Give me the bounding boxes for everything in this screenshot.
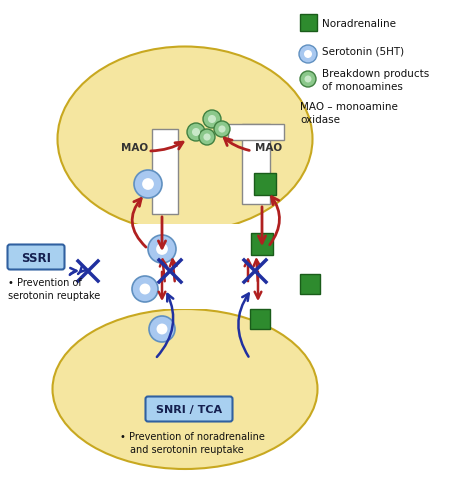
Text: SSRI: SSRI <box>21 251 51 264</box>
Circle shape <box>203 111 221 129</box>
Circle shape <box>187 124 205 142</box>
Text: Noradrenaline: Noradrenaline <box>322 19 396 29</box>
Text: of monoamines: of monoamines <box>322 82 403 92</box>
Circle shape <box>139 284 150 295</box>
FancyArrowPatch shape <box>70 269 76 275</box>
FancyBboxPatch shape <box>146 397 233 422</box>
Bar <box>55 225 335 240</box>
Bar <box>250 309 270 329</box>
Bar <box>55 229 335 309</box>
Bar <box>251 233 273 256</box>
Circle shape <box>299 46 317 64</box>
Ellipse shape <box>57 47 312 232</box>
Circle shape <box>304 76 311 83</box>
Text: serotonin reuptake: serotonin reuptake <box>8 290 100 301</box>
Circle shape <box>199 130 215 146</box>
Ellipse shape <box>53 309 318 469</box>
Text: and serotonin reuptake: and serotonin reuptake <box>130 444 244 454</box>
Circle shape <box>148 236 176 263</box>
Text: oxidase: oxidase <box>300 115 340 125</box>
Text: Breakdown products: Breakdown products <box>322 69 429 79</box>
FancyArrowPatch shape <box>157 294 173 357</box>
Text: • Prevention of: • Prevention of <box>8 277 82 287</box>
Bar <box>152 130 178 214</box>
Circle shape <box>142 179 154 191</box>
Text: • Prevention of noradrenaline: • Prevention of noradrenaline <box>120 431 265 441</box>
Bar <box>300 274 320 294</box>
Text: MAO: MAO <box>121 143 148 152</box>
FancyBboxPatch shape <box>8 245 64 270</box>
Circle shape <box>300 72 316 88</box>
FancyArrowPatch shape <box>78 266 86 274</box>
Circle shape <box>203 134 210 141</box>
Circle shape <box>214 122 230 138</box>
Bar <box>228 125 284 141</box>
FancyArrowPatch shape <box>238 294 249 357</box>
FancyArrowPatch shape <box>132 199 146 248</box>
Text: SNRI / TCA: SNRI / TCA <box>156 404 222 414</box>
Bar <box>242 125 270 205</box>
Text: MAO: MAO <box>255 143 282 152</box>
Bar <box>254 174 276 196</box>
Circle shape <box>156 243 168 256</box>
Bar <box>300 15 317 32</box>
Circle shape <box>156 324 167 335</box>
Circle shape <box>304 51 312 59</box>
Text: Serotonin (5HT): Serotonin (5HT) <box>322 46 404 56</box>
FancyArrowPatch shape <box>270 197 280 245</box>
Text: MAO – monoamine: MAO – monoamine <box>300 102 398 112</box>
Circle shape <box>219 126 226 133</box>
Circle shape <box>192 129 200 137</box>
Circle shape <box>149 317 175 342</box>
Circle shape <box>208 116 216 124</box>
Circle shape <box>132 276 158 302</box>
Circle shape <box>134 171 162 198</box>
